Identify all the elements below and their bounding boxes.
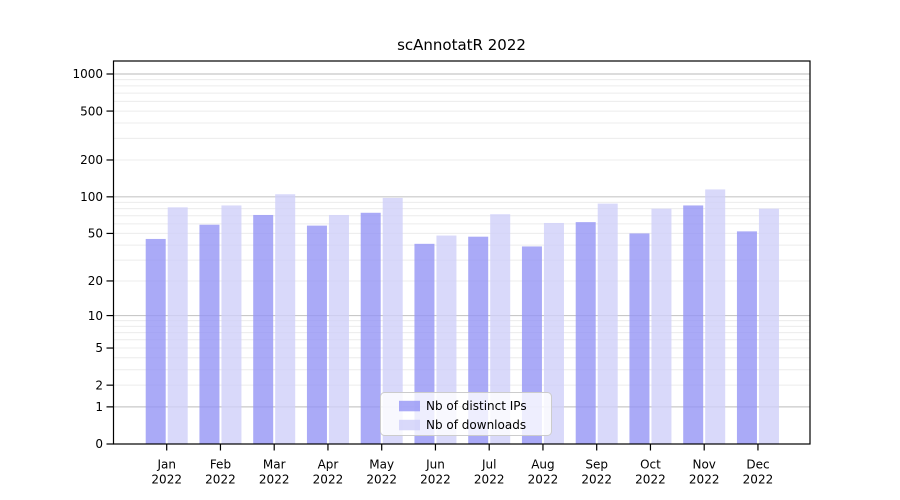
x-tick-label-year: 2022	[581, 473, 612, 487]
y-tick-label: 10	[88, 309, 103, 323]
bar-nb-of-downloads-mar	[275, 194, 296, 444]
plot-border	[112, 60, 811, 445]
bar-nb-of-distinct-ips-apr	[306, 225, 327, 444]
y-tick-label: 500	[80, 104, 103, 118]
x-tick-label-month: Feb	[210, 458, 231, 472]
x-tick-label-month: Jan	[156, 458, 176, 472]
y-tick-label: 0	[95, 437, 103, 451]
x-tick-label-year: 2022	[259, 473, 290, 487]
y-tick-label: 5	[95, 341, 103, 355]
bar-nb-of-distinct-ips-sep	[575, 222, 596, 444]
legend-swatch-distinct-ips	[399, 400, 420, 412]
bar-nb-of-downloads-apr	[328, 214, 349, 444]
x-tick-label-year: 2022	[743, 473, 774, 487]
y-tick-label: 2	[95, 378, 103, 392]
legend-swatch-downloads	[399, 419, 420, 431]
x-tick-label-month: Oct	[640, 458, 661, 472]
x-tick-label-month: Aug	[531, 458, 554, 472]
bar-nb-of-distinct-ips-may	[360, 212, 381, 444]
bar-nb-of-downloads-jul	[490, 214, 511, 444]
x-tick-label-month: May	[369, 458, 394, 472]
y-tick-label: 100	[80, 190, 103, 204]
bar-nb-of-distinct-ips-oct	[629, 233, 650, 444]
bar-nb-of-distinct-ips-nov	[683, 205, 704, 444]
x-tick-label-month: Jun	[425, 458, 445, 472]
bar-nb-of-distinct-ips-dec	[736, 231, 757, 444]
chart-title: scAnnotatR 2022	[397, 36, 526, 54]
x-tick-label-year: 2022	[689, 473, 720, 487]
x-tick-label-year: 2022	[151, 473, 182, 487]
x-tick-label-year: 2022	[635, 473, 666, 487]
y-tick-label: 200	[80, 153, 103, 167]
x-tick-label-month: Dec	[746, 458, 769, 472]
y-tick-label: 50	[88, 227, 103, 241]
legend-box	[380, 392, 552, 436]
bar-nb-of-downloads-may	[382, 197, 403, 444]
bar-nb-of-downloads-feb	[221, 205, 242, 444]
y-tick-label: 1	[95, 400, 103, 414]
y-tick-label: 20	[88, 274, 103, 288]
bar-nb-of-distinct-ips-jan	[145, 238, 166, 444]
x-tick-label-year: 2022	[420, 473, 451, 487]
x-tick-label-year: 2022	[474, 473, 505, 487]
x-tick-label-year: 2022	[205, 473, 236, 487]
bar-nb-of-downloads-sep	[597, 203, 618, 444]
bar-nb-of-downloads-nov	[705, 189, 726, 444]
x-tick-label-month: Apr	[318, 458, 339, 472]
bar-nb-of-downloads-jan	[167, 207, 188, 444]
bars	[145, 189, 779, 444]
x-tick-label-month: Nov	[692, 458, 715, 472]
x-tick-label-month: Jul	[481, 458, 496, 472]
legend-label-downloads: Nb of downloads	[426, 418, 526, 432]
bar-nb-of-distinct-ips-feb	[199, 224, 220, 444]
bar-nb-of-downloads-jun	[436, 235, 457, 444]
bar-nb-of-downloads-oct	[651, 208, 672, 444]
legend-label-distinct-ips: Nb of distinct IPs	[426, 399, 527, 413]
y-tick-label: 1000	[72, 67, 103, 81]
x-tick-label-year: 2022	[313, 473, 344, 487]
x-tick-label-month: Mar	[263, 458, 286, 472]
x-axis-ticks: Jan2022Feb2022Mar2022Apr2022May2022Jun20…	[151, 444, 773, 487]
bar-nb-of-distinct-ips-mar	[253, 214, 274, 444]
legend: Nb of distinct IPs Nb of downloads	[380, 392, 552, 436]
bar-nb-of-downloads-dec	[758, 208, 779, 444]
x-tick-label-month: Sep	[585, 458, 608, 472]
x-tick-label-year: 2022	[366, 473, 397, 487]
bar-nb-of-downloads-aug	[543, 222, 564, 444]
x-tick-label-year: 2022	[528, 473, 559, 487]
